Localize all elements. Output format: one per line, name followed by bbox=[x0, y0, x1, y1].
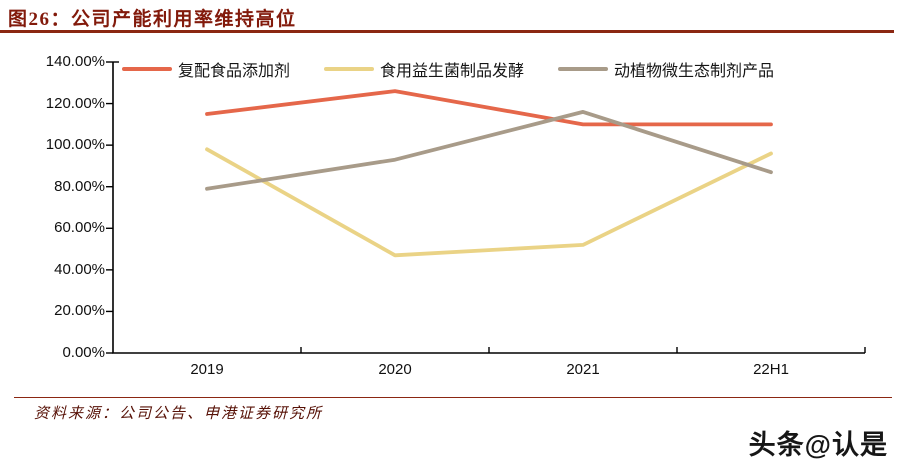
y-tick-label: 80.00% bbox=[54, 178, 105, 195]
legend-item-series-1: 复配食品添加剂 bbox=[122, 57, 290, 81]
legend-line-swatch-taupe bbox=[558, 67, 609, 71]
y-tick-label: 100.00% bbox=[45, 136, 105, 153]
x-tick-label: 2021 bbox=[566, 361, 600, 378]
legend-label: 动植物微生态制剂产品 bbox=[614, 63, 775, 80]
y-tick-label: 60.00% bbox=[54, 219, 105, 236]
legend-label: 复配食品添加剂 bbox=[178, 63, 291, 80]
y-tick-label: 0.00% bbox=[62, 344, 105, 361]
y-tick-label: 140.00% bbox=[45, 53, 105, 70]
source-attribution: 资料来源：公司公告、申港证券研究所 bbox=[34, 406, 324, 422]
legend-item-series-2: 食用益生菌制品发酵 bbox=[324, 57, 524, 81]
toutiao-watermark: 头条@认是 bbox=[748, 430, 888, 460]
legend-item-series-3: 动植物微生态制剂产品 bbox=[558, 57, 774, 81]
title-underline-rule bbox=[0, 30, 894, 33]
line-chart-canvas bbox=[106, 61, 866, 354]
x-tick-label: 2020 bbox=[378, 361, 412, 378]
x-tick-label: 2019 bbox=[190, 361, 224, 378]
chart-legend: 复配食品添加剂 食用益生菌制品发酵 动植物微生态制剂产品 bbox=[122, 57, 774, 81]
y-tick-label: 40.00% bbox=[54, 261, 105, 278]
legend-line-swatch-yellow bbox=[324, 67, 375, 71]
legend-label: 食用益生菌制品发酵 bbox=[380, 63, 525, 80]
x-tick-label: 22H1 bbox=[753, 361, 789, 378]
legend-line-swatch-red bbox=[122, 67, 172, 71]
figure-title: 图26：公司产能利用率维持高位 bbox=[8, 9, 297, 30]
footer-divider-rule bbox=[14, 397, 892, 398]
y-tick-label: 120.00% bbox=[45, 95, 105, 112]
y-tick-label: 20.00% bbox=[54, 302, 105, 319]
